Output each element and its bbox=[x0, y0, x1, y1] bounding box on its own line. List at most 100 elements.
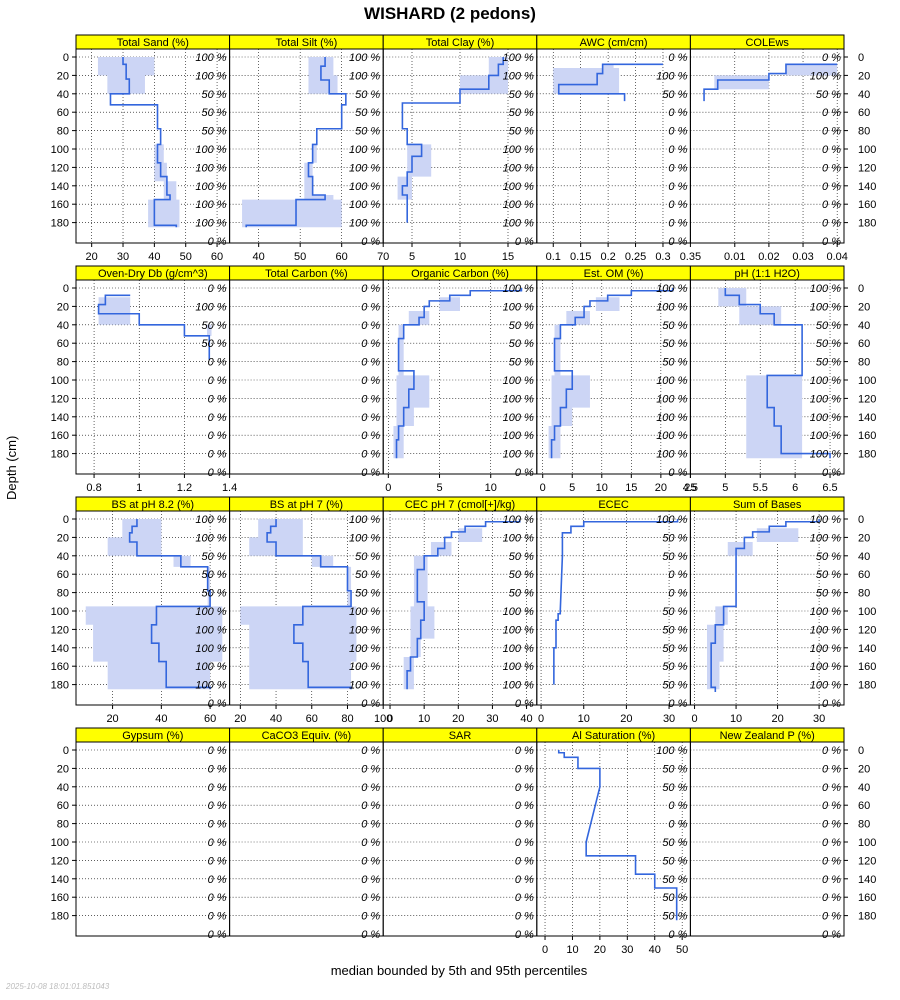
pct-label: 100 % bbox=[810, 624, 841, 636]
pct-label: 0 % bbox=[822, 819, 841, 831]
pct-label: 100 % bbox=[503, 393, 534, 405]
pct-label: 0 % bbox=[822, 745, 841, 757]
pct-label: 100 % bbox=[503, 514, 534, 526]
pct-label: 0 % bbox=[361, 800, 380, 812]
pct-label: 0 % bbox=[822, 892, 841, 904]
panel-label: Total Sand (%) bbox=[117, 37, 189, 49]
pct-label: 50 % bbox=[509, 89, 534, 101]
y-tick-label: 100 bbox=[51, 144, 69, 156]
y-tick-label: 140 bbox=[51, 643, 69, 655]
pct-label: 50 % bbox=[662, 892, 687, 904]
pct-label: 50 % bbox=[509, 107, 534, 119]
x-tick-label: 0.01 bbox=[724, 251, 745, 263]
x-tick-label: 0.03 bbox=[792, 251, 813, 263]
pct-label: 100 % bbox=[349, 218, 380, 230]
pct-label: 100 % bbox=[195, 661, 226, 673]
x-tick-label: 20 bbox=[234, 713, 246, 725]
y-tick-label: 100 bbox=[858, 144, 876, 156]
x-tick-label: 10 bbox=[566, 944, 578, 956]
pct-label: 50 % bbox=[662, 782, 687, 794]
x-tick-label: 25 bbox=[684, 482, 696, 494]
x-tick-label: 5 bbox=[436, 482, 442, 494]
pct-label: 0 % bbox=[361, 837, 380, 849]
pct-label: 100 % bbox=[503, 624, 534, 636]
x-tick-label: 10 bbox=[485, 482, 497, 494]
pct-label: 0 % bbox=[822, 236, 841, 248]
y-tick-label: 100 bbox=[858, 606, 876, 618]
pct-label: 0 % bbox=[822, 144, 841, 156]
pct-label: 0 % bbox=[208, 782, 227, 794]
pct-label: 100 % bbox=[656, 412, 687, 424]
pct-label: 50 % bbox=[816, 588, 841, 600]
pct-label: 100 % bbox=[503, 532, 534, 544]
panel-label: Al Saturation (%) bbox=[572, 730, 655, 742]
x-tick-label: 0.25 bbox=[625, 251, 646, 263]
pct-label: 0 % bbox=[822, 107, 841, 119]
x-tick-label: 20 bbox=[594, 944, 606, 956]
y-tick-label: 100 bbox=[51, 375, 69, 387]
x-tick-label: 0.02 bbox=[758, 251, 779, 263]
pct-label: 50 % bbox=[509, 569, 534, 581]
x-tick-label: 10 bbox=[578, 713, 590, 725]
pct-label: 100 % bbox=[195, 162, 226, 174]
pct-label: 100 % bbox=[349, 606, 380, 618]
pct-label: 100 % bbox=[656, 514, 687, 526]
pct-label: 100 % bbox=[810, 301, 841, 313]
x-tick-label: 4.5 bbox=[683, 482, 698, 494]
pct-label: 0 % bbox=[361, 911, 380, 923]
y-tick-label: 140 bbox=[858, 412, 876, 424]
panel-label: Est. OM (%) bbox=[584, 268, 644, 280]
pct-label: 0 % bbox=[208, 763, 227, 775]
y-tick-label: 140 bbox=[51, 412, 69, 424]
panel-border bbox=[689, 48, 845, 244]
y-tick-label: 20 bbox=[57, 301, 69, 313]
pct-label: 0 % bbox=[208, 375, 227, 387]
percentile-band bbox=[707, 519, 820, 690]
pct-label: 50 % bbox=[816, 320, 841, 332]
pct-label: 100 % bbox=[349, 680, 380, 692]
percentile-band bbox=[718, 288, 803, 459]
pct-label: 0 % bbox=[208, 892, 227, 904]
x-tick-label: 6.5 bbox=[822, 482, 837, 494]
pct-label: 50 % bbox=[662, 855, 687, 867]
pct-label: 100 % bbox=[810, 449, 841, 461]
pct-label: 100 % bbox=[503, 70, 534, 82]
x-tick-label: 5 bbox=[569, 482, 575, 494]
panel-label: Oven-Dry Db (g/cm^3) bbox=[98, 268, 208, 280]
median-line bbox=[245, 57, 347, 228]
y-tick-label: 0 bbox=[858, 745, 864, 757]
timestamp: 2025-10-08 18:01:01.851043 bbox=[6, 982, 110, 991]
x-tick-label: 0 bbox=[387, 713, 393, 725]
pct-label: 100 % bbox=[810, 680, 841, 692]
y-tick-label: 60 bbox=[57, 338, 69, 350]
percentile-band bbox=[85, 519, 223, 690]
x-tick-label: 40 bbox=[520, 713, 532, 725]
pct-label: 0 % bbox=[668, 588, 687, 600]
pct-label: 0 % bbox=[668, 819, 687, 831]
y-tick-label: 120 bbox=[51, 393, 69, 405]
chart-title: WISHARD (2 pedons) bbox=[364, 4, 536, 23]
pct-label: 100 % bbox=[810, 375, 841, 387]
pct-label: 50 % bbox=[202, 107, 227, 119]
pct-label: 100 % bbox=[810, 532, 841, 544]
median-line bbox=[557, 750, 678, 921]
median-line bbox=[401, 57, 505, 223]
pct-label: 0 % bbox=[515, 929, 534, 941]
pct-label: 100 % bbox=[503, 181, 534, 193]
pct-label: 0 % bbox=[668, 236, 687, 248]
panel-label: Gypsum (%) bbox=[122, 730, 183, 742]
y-tick-label: 0 bbox=[858, 514, 864, 526]
panel-label: BS at pH 7 (%) bbox=[270, 499, 343, 511]
pct-label: 0 % bbox=[208, 449, 227, 461]
y-tick-label: 40 bbox=[57, 89, 69, 101]
pct-label: 100 % bbox=[810, 514, 841, 526]
pct-label: 0 % bbox=[515, 698, 534, 710]
pct-label: 0 % bbox=[361, 412, 380, 424]
pct-label: 0 % bbox=[361, 320, 380, 332]
pct-label: 50 % bbox=[816, 338, 841, 350]
x-tick-label: 0.04 bbox=[826, 251, 847, 263]
pct-label: 100 % bbox=[503, 199, 534, 211]
panel-label: Sum of Bases bbox=[733, 499, 802, 511]
x-tick-label: 30 bbox=[486, 713, 498, 725]
pct-label: 0 % bbox=[208, 393, 227, 405]
